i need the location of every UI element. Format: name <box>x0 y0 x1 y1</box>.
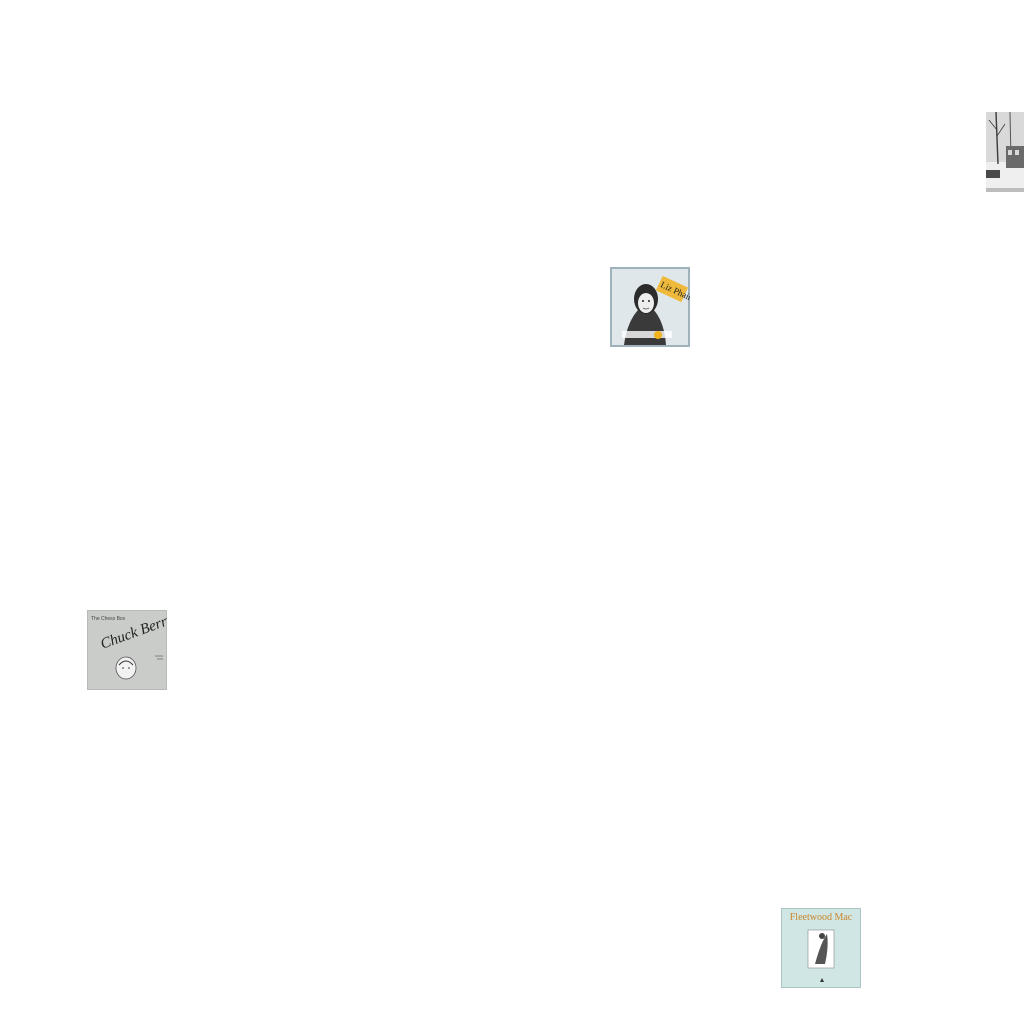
label-logo-icon <box>820 978 824 982</box>
liz-phair-artwork: Liz Phair <box>610 267 690 347</box>
fleetwood-mac-title: Fleetwood Mac <box>790 912 853 923</box>
chuck-berry-artwork: The Chess Box Chuck Berry <box>87 610 167 690</box>
fleetwood-mac-artwork: Fleetwood Mac <box>781 908 861 988</box>
album-cover-chuck-berry[interactable]: The Chess Box Chuck Berry <box>87 610 167 690</box>
winter-scene-artwork <box>986 112 1024 192</box>
portrait-icon <box>115 656 137 680</box>
album-cover-winter-scene[interactable] <box>986 112 1024 192</box>
album-cover-liz-phair[interactable]: Liz Phair <box>610 267 690 347</box>
chess-box-label: The Chess Box <box>91 616 126 622</box>
album-cover-fleetwood-mac[interactable]: Fleetwood Mac <box>781 908 861 988</box>
